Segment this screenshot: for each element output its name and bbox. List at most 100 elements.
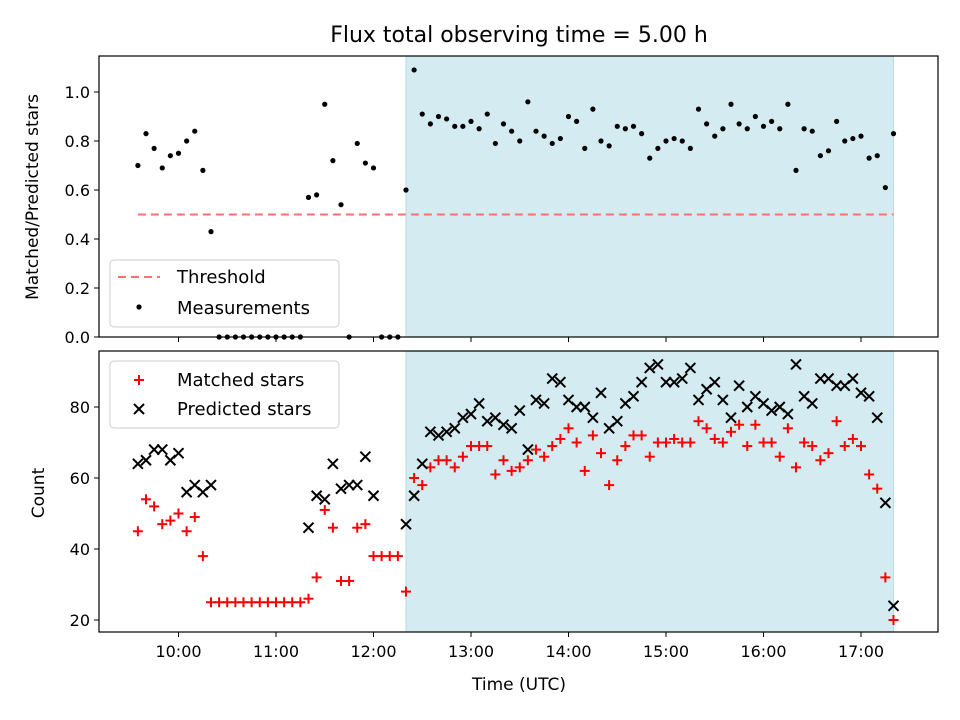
- data-point: [611, 415, 623, 427]
- data-point: [882, 184, 888, 191]
- data-point: [546, 372, 558, 385]
- bottom-panel: 20 40 60 80 10:00 11:00 12:00 13:00 14:00 15:00 16…: [70, 350, 939, 661]
- data-point: [701, 423, 712, 434]
- data-point: [392, 551, 403, 562]
- data-point: [888, 615, 899, 625]
- data-point: [570, 401, 583, 413]
- data-point: [661, 437, 671, 448]
- x-b: [473, 397, 485, 410]
- data-point: [866, 155, 872, 161]
- x-b: [546, 372, 558, 385]
- data-point: [695, 106, 702, 112]
- data-point: [319, 504, 330, 515]
- data-point: [669, 433, 680, 444]
- legend-matched-label: Matched stars: [177, 370, 304, 391]
- x-b: [570, 401, 583, 413]
- data-point: [692, 394, 705, 406]
- data-point: [322, 101, 328, 107]
- data-point: [533, 128, 539, 134]
- data-point: [799, 437, 810, 448]
- data-point: [880, 572, 891, 583]
- data-point: [606, 143, 612, 149]
- data-point: [752, 113, 758, 120]
- data-point: [704, 121, 710, 127]
- data-point: [622, 126, 628, 132]
- legend-threshold-label: Threshold: [176, 267, 266, 288]
- data-point: [476, 126, 482, 132]
- x-b: [489, 411, 502, 424]
- legend-matched-swatch: [134, 375, 144, 385]
- data-point: [839, 441, 850, 452]
- x-b: [725, 411, 737, 424]
- data-point: [676, 372, 688, 385]
- data-point: [774, 451, 785, 462]
- y-tick-label: 80: [70, 398, 90, 417]
- data-point: [541, 133, 547, 139]
- x-b: [205, 479, 217, 491]
- data-point: [370, 165, 377, 171]
- data-point: [411, 67, 417, 73]
- data-point: [782, 408, 794, 420]
- x-tick-label: 10:00: [155, 642, 201, 661]
- x-b: [863, 390, 875, 403]
- data-point: [742, 441, 753, 452]
- data-point: [352, 522, 363, 533]
- x-b: [505, 422, 518, 435]
- x-b: [140, 454, 152, 466]
- data-point: [734, 419, 745, 430]
- data-point: [855, 387, 867, 399]
- data-point: [733, 379, 745, 392]
- data-point: [717, 394, 729, 406]
- data-point: [717, 437, 728, 448]
- x-b: [400, 518, 412, 530]
- data-point: [644, 451, 655, 462]
- data-point: [149, 501, 160, 512]
- data-point: [847, 433, 858, 444]
- data-point: [684, 362, 697, 374]
- data-point: [151, 145, 157, 151]
- data-point: [744, 126, 750, 132]
- data-point: [400, 518, 412, 530]
- data-point: [582, 145, 588, 151]
- data-point: [427, 121, 433, 127]
- data-point: [663, 138, 669, 144]
- x-b: [871, 411, 883, 424]
- data-point: [720, 126, 726, 132]
- data-point: [506, 465, 517, 476]
- data-point: [856, 441, 866, 452]
- y-tick-label: 60: [70, 469, 90, 488]
- data-point: [879, 497, 892, 509]
- data-point: [468, 118, 474, 124]
- data-point: [627, 390, 640, 403]
- x-b: [798, 390, 810, 403]
- data-point: [579, 401, 591, 413]
- data-point: [538, 397, 550, 410]
- x-b: [627, 390, 640, 403]
- data-point: [449, 462, 460, 473]
- data-point: [864, 469, 875, 480]
- data-point: [509, 128, 515, 134]
- data-point: [557, 135, 563, 142]
- data-point: [140, 454, 152, 466]
- data-point: [814, 372, 827, 385]
- data-point: [712, 133, 718, 139]
- data-point: [766, 437, 777, 448]
- y-tick-label: 0.8: [65, 132, 90, 151]
- x-b: [782, 408, 794, 420]
- axes-frame: [98, 55, 939, 338]
- data-point: [842, 138, 848, 144]
- data-point: [473, 397, 485, 410]
- x-b: [522, 443, 534, 456]
- data-point: [360, 519, 371, 530]
- x-b: [733, 379, 745, 392]
- data-point: [801, 126, 807, 132]
- data-point: [574, 118, 580, 124]
- data-point: [440, 426, 453, 438]
- x-tick-label: 12:00: [350, 642, 396, 661]
- data-point: [817, 153, 823, 159]
- x-b: [359, 450, 372, 463]
- x-b: [814, 372, 827, 385]
- top-legend: Threshold Measurements: [109, 259, 340, 328]
- x-b: [457, 411, 469, 424]
- y-tick-label: 0.6: [65, 181, 90, 200]
